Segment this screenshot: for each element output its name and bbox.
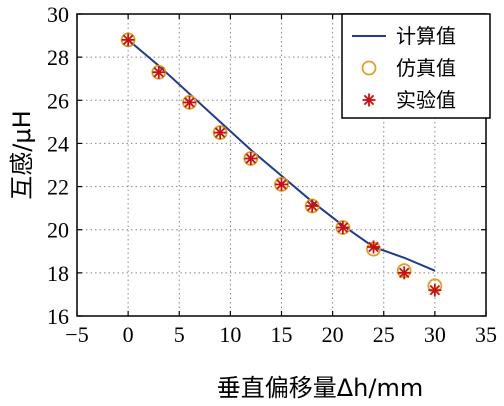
- y-tick-label-2: 20: [47, 218, 69, 243]
- experiment-point-7-stroke-3: [337, 222, 349, 233]
- series-line-calculated: [127, 39, 436, 272]
- x-tick-label-8: 35: [475, 322, 497, 347]
- tick-labels: −5 0 5 10 15 20 25 30 35 16 18 20 22 24 26 28 30: [47, 2, 497, 347]
- legend-label-2: 实验值: [396, 88, 456, 112]
- experiment-point-6-stroke-3: [306, 200, 318, 212]
- y-tick-label-1: 18: [47, 261, 69, 286]
- experiment-point-7: [336, 221, 350, 235]
- legend-label-0: 计算值: [396, 24, 456, 48]
- y-tick-label-4: 24: [47, 131, 69, 156]
- x-tick-label-6: 25: [373, 322, 395, 347]
- experiment-point-8: [367, 240, 381, 254]
- legend-circle-marker: [361, 60, 377, 76]
- experiment-point-0: [121, 33, 135, 47]
- experiment-point-4: [244, 152, 258, 166]
- y-tick-label-0: 16: [47, 304, 69, 329]
- experiment-point-2-stroke-3: [184, 97, 195, 108]
- legend: 计算值 仿真值 实验值: [341, 13, 491, 119]
- legend-asterisk-glyph: [362, 93, 376, 107]
- x-axis-label: 垂直偏移量Δh/mm: [217, 374, 423, 402]
- x-tick-label-5: 20: [322, 322, 344, 347]
- experiment-point-9: [397, 266, 411, 280]
- y-axis-label-group: 互感/μH: [8, 110, 36, 199]
- y-tick-label-7: 30: [47, 2, 69, 27]
- x-tick-label-3: 10: [219, 322, 241, 347]
- series: [120, 32, 443, 297]
- x-axis-label-group: 垂直偏移量Δh/mm: [217, 374, 423, 402]
- y-axis-label: 互感/μH: [8, 110, 36, 199]
- legend-asterisk-marker: [362, 93, 376, 107]
- experiment-point-5-stroke-3: [276, 179, 287, 190]
- y-tick-label-5: 26: [47, 88, 69, 113]
- x-tick-label-2: 5: [174, 322, 185, 347]
- x-tick-label-4: 15: [271, 322, 293, 347]
- experiment-point-6: [305, 199, 319, 213]
- experiment-point-3: [213, 126, 227, 140]
- x-tick-label-7: 30: [424, 322, 446, 347]
- x-tick-label-0: −5: [65, 322, 88, 347]
- experiment-point-2: [182, 95, 196, 109]
- experiment-point-10: [428, 283, 442, 297]
- experiment-point-1-stroke-3: [153, 67, 165, 78]
- y-tick-label-6: 28: [47, 45, 69, 70]
- experiment-point-4-stroke-3: [245, 153, 257, 164]
- experiment-point-5: [275, 177, 288, 191]
- experiment-point-9-stroke-3: [398, 267, 410, 279]
- x-tick-label-1: 0: [123, 322, 134, 347]
- experiment-point-10-stroke-3: [429, 284, 441, 296]
- y-tick-label-3: 22: [47, 175, 69, 200]
- experiment-point-8-stroke-3: [368, 241, 379, 253]
- legend-asterisk-glyph-stroke-3: [363, 94, 375, 106]
- experiment-point-3-stroke-3: [214, 127, 226, 138]
- legend-label-1: 仿真值: [396, 56, 456, 80]
- experiment-point-0-stroke-3: [122, 34, 134, 46]
- experiment-point-1: [152, 65, 166, 79]
